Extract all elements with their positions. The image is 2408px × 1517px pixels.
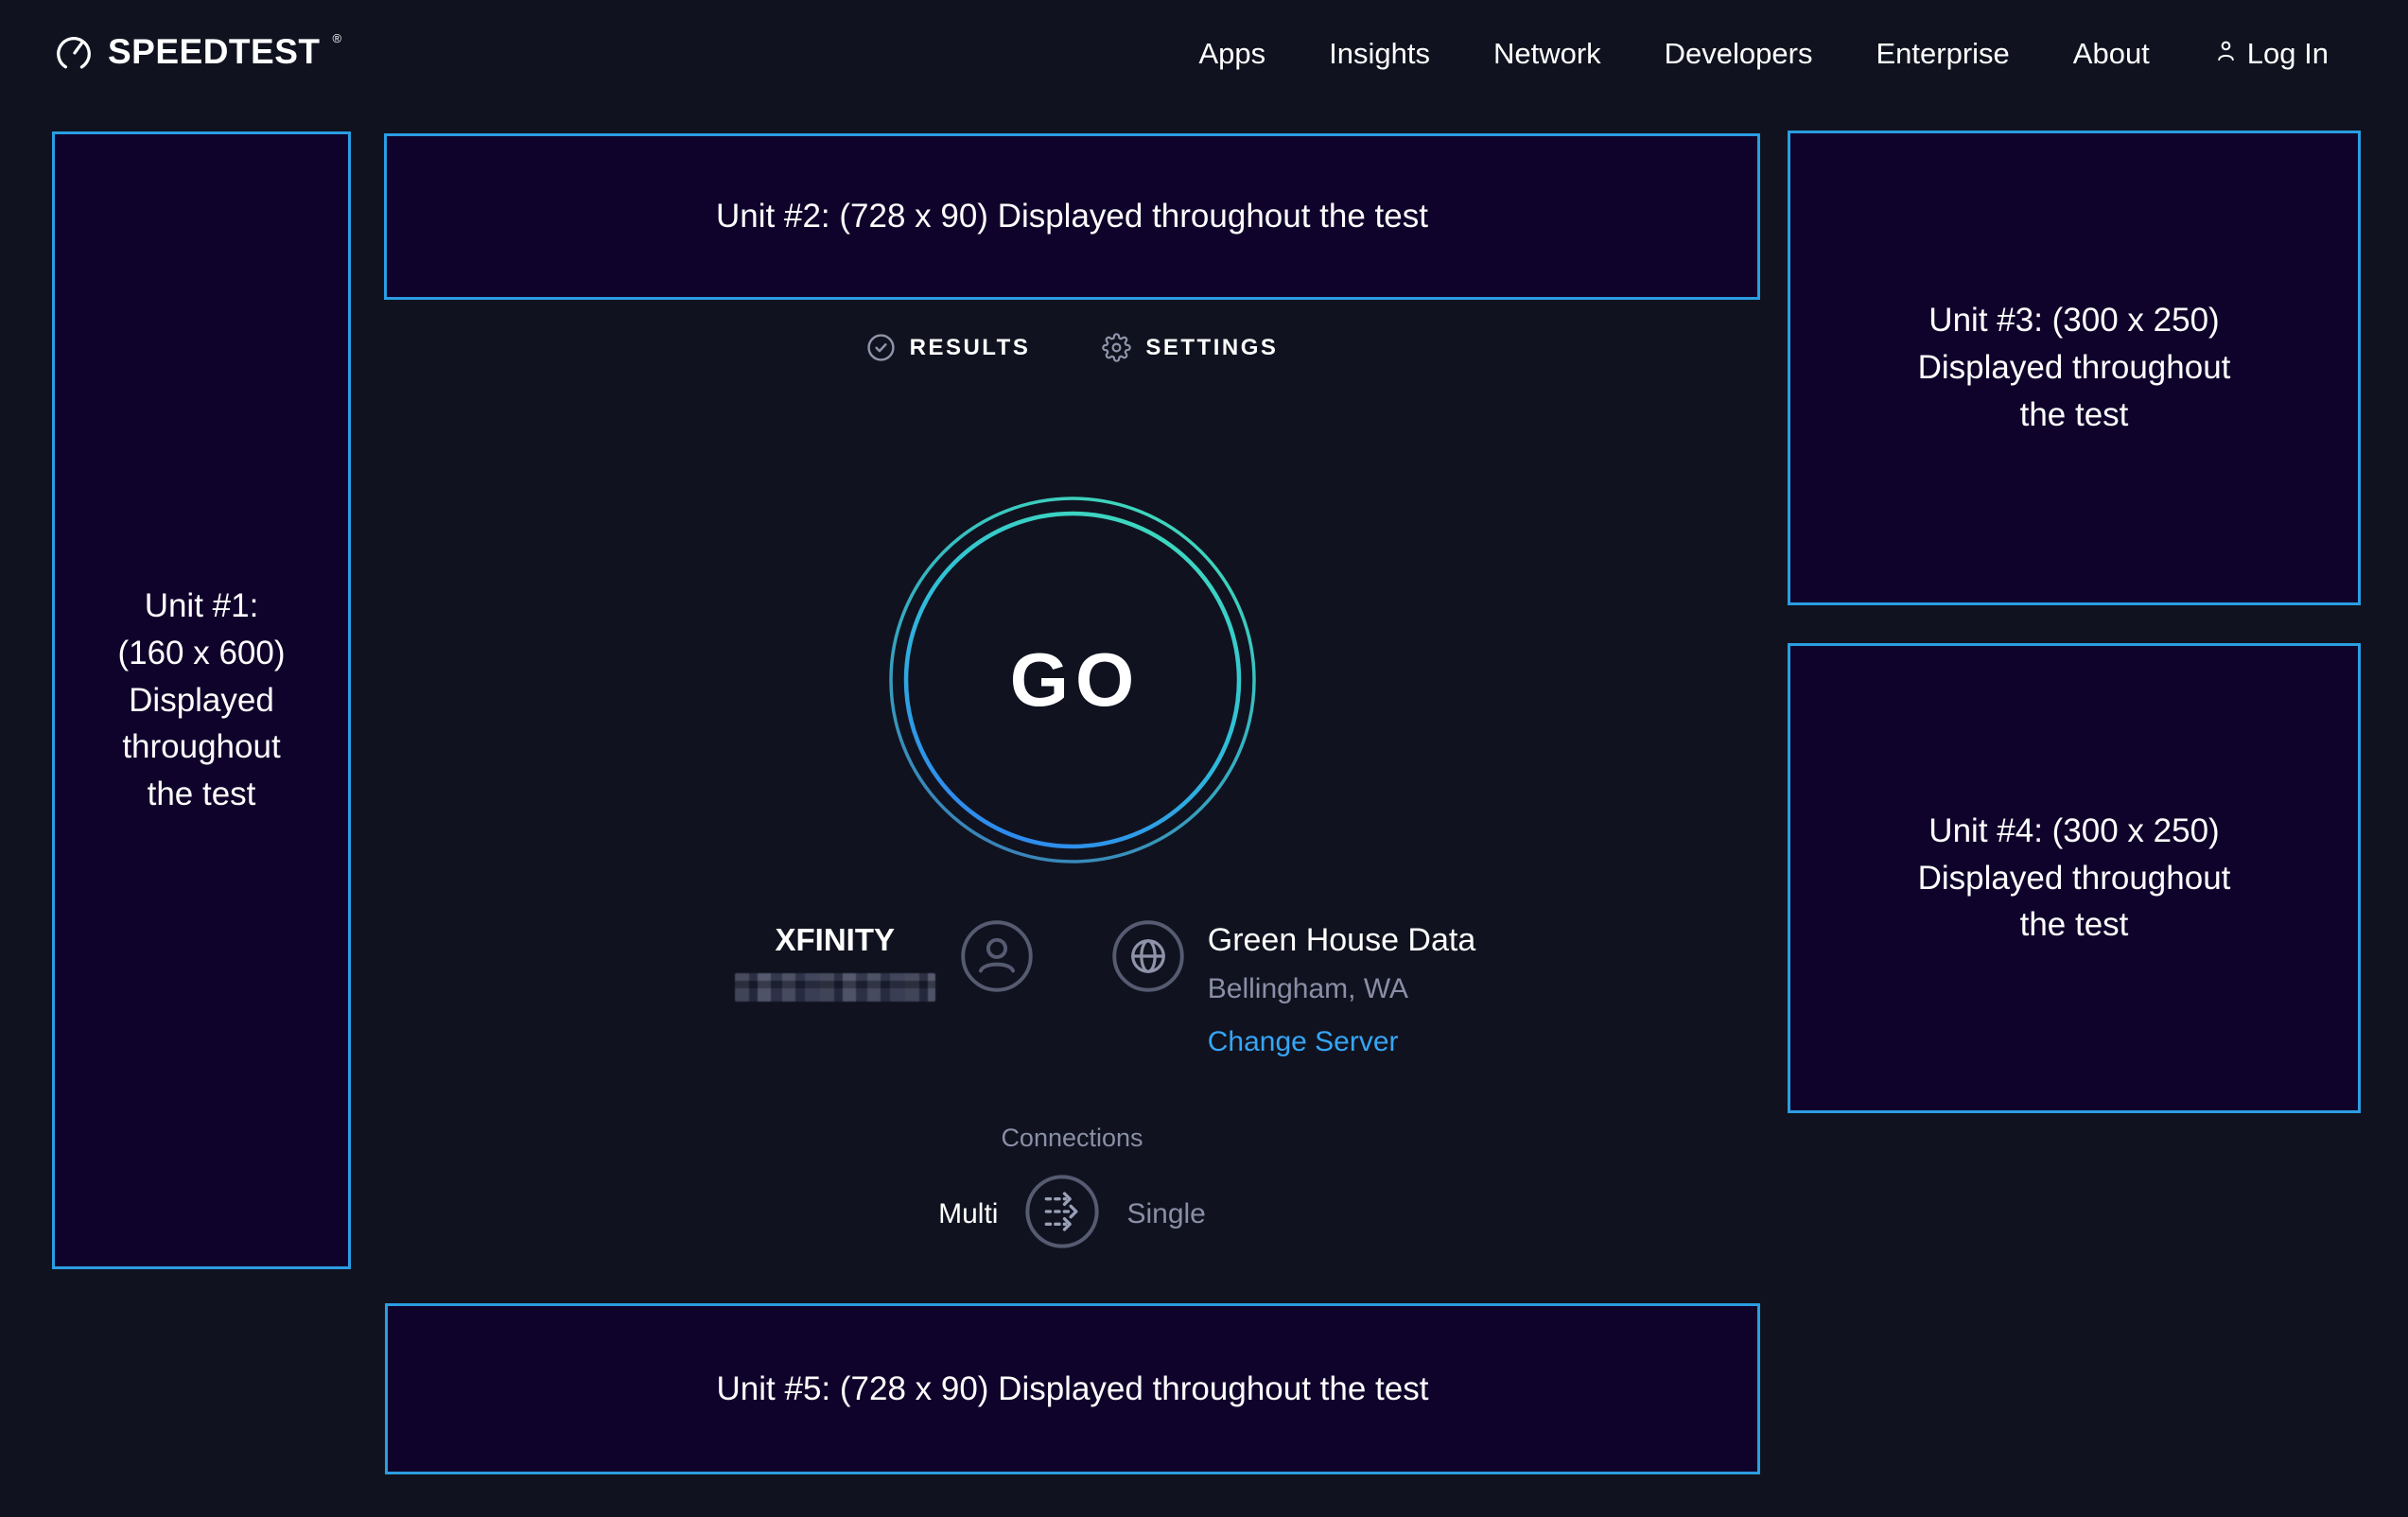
tab-results[interactable]: RESULTS [866, 333, 1031, 362]
login-button[interactable]: Log In [2213, 37, 2329, 71]
connections-single-option[interactable]: Single [1126, 1197, 1206, 1229]
ad-unit-2-text: Unit #2: (728 x 90) Displayed throughout… [716, 198, 1428, 235]
ad-unit-5-text: Unit #5: (728 x 90) Displayed throughout… [716, 1369, 1429, 1407]
isp-block: XFINITY [734, 919, 1034, 1002]
server-location: Bellingham, WA [1207, 973, 1409, 1004]
redacted-ip-address [734, 973, 935, 1002]
top-nav-bar: SPEEDTEST ® Apps Insights Network Develo… [0, 0, 2408, 108]
globe-circle-icon [1111, 919, 1185, 998]
ad-unit-5-leaderboard[interactable]: Unit #5: (728 x 90) Displayed throughout… [385, 1303, 1760, 1474]
ad-unit-4-text: Unit #4: (300 x 250) Displayed throughou… [1917, 811, 2231, 944]
server-name: Green House Data [1207, 922, 1476, 958]
login-label: Log In [2246, 37, 2329, 70]
tab-results-label: RESULTS [909, 334, 1031, 360]
trademark-mark: ® [332, 30, 342, 45]
change-server-link[interactable]: Change Server [1207, 1026, 1399, 1057]
connection-info-row: XFINITY [384, 919, 1760, 1058]
go-button-rings [888, 497, 1256, 863]
user-circle-icon [960, 919, 1034, 998]
connections-toggle-row: Multi Single [938, 1174, 1206, 1254]
ad-unit-4-rectangle[interactable]: Unit #4: (300 x 250) Displayed throughou… [1788, 643, 2361, 1113]
nav-item-about[interactable]: About [2072, 37, 2150, 70]
logo-wordmark: SPEEDTEST [108, 31, 321, 71]
main-nav: Apps Insights Network Developers Enterpr… [1198, 37, 2149, 71]
gear-icon [1102, 333, 1132, 362]
speedtest-logo[interactable]: SPEEDTEST ® [52, 30, 341, 78]
ad-unit-2-leaderboard[interactable]: Unit #2: (728 x 90) Displayed throughout… [384, 133, 1760, 300]
multi-arrows-icon[interactable] [1024, 1174, 1100, 1254]
check-circle-icon [866, 333, 896, 362]
ad-unit-1-text: Unit #1: (160 x 600) Displayed throughou… [117, 587, 286, 813]
isp-name: XFINITY [775, 922, 895, 957]
server-block: Green House Data Bellingham, WA Change S… [1111, 919, 1476, 1058]
tab-bar: RESULTS SETTINGS [384, 333, 1760, 362]
nav-item-enterprise[interactable]: Enterprise [1876, 37, 2010, 70]
connections-section: Connections Multi [384, 1124, 1760, 1254]
ad-unit-3-rectangle[interactable]: Unit #3: (300 x 250) Displayed throughou… [1788, 131, 2361, 605]
ad-unit-3-text: Unit #3: (300 x 250) Displayed throughou… [1917, 302, 2231, 433]
connections-multi-option[interactable]: Multi [938, 1197, 999, 1229]
nav-item-insights[interactable]: Insights [1329, 37, 1430, 70]
speedometer-icon [52, 30, 96, 78]
connections-label: Connections [1001, 1124, 1143, 1152]
user-icon [2213, 37, 2239, 71]
ad-unit-1-skyscraper[interactable]: Unit #1: (160 x 600) Displayed throughou… [52, 131, 351, 1269]
go-button-label: GO [1009, 637, 1142, 722]
nav-item-apps[interactable]: Apps [1198, 37, 1266, 70]
tab-settings-label: SETTINGS [1145, 334, 1279, 360]
test-panel: RESULTS SETTINGS [384, 0, 1760, 1517]
go-button[interactable]: GO [888, 496, 1257, 864]
tab-settings[interactable]: SETTINGS [1102, 333, 1278, 362]
nav-item-developers[interactable]: Developers [1664, 37, 1813, 70]
nav-item-network[interactable]: Network [1492, 37, 1601, 70]
